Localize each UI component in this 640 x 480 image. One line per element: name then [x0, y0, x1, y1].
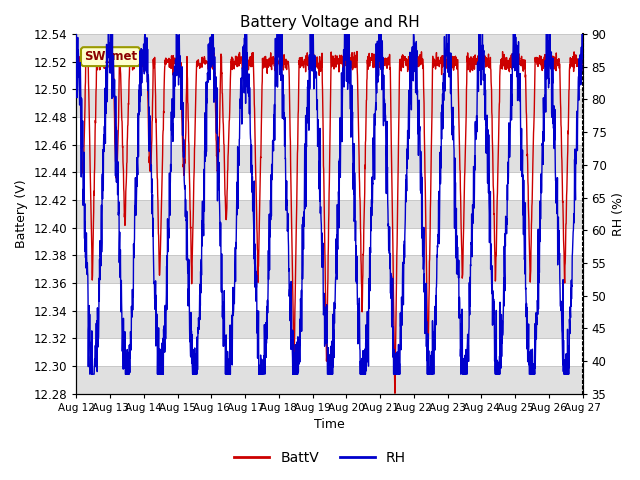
Bar [76, 366, 582, 394]
Y-axis label: Battery (V): Battery (V) [15, 180, 28, 248]
Legend: BattV, RH: BattV, RH [229, 445, 411, 471]
Bar [76, 200, 582, 228]
Bar [76, 34, 582, 61]
Title: Battery Voltage and RH: Battery Voltage and RH [239, 15, 419, 30]
X-axis label: Time: Time [314, 419, 345, 432]
Bar [76, 89, 582, 117]
Bar [76, 144, 582, 172]
Text: SW_met: SW_met [84, 50, 137, 63]
Bar [76, 255, 582, 283]
Y-axis label: RH (%): RH (%) [612, 192, 625, 236]
Bar [76, 311, 582, 338]
